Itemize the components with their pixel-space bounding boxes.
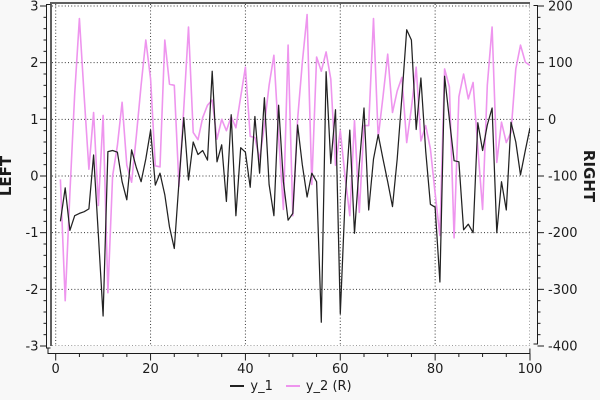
- x-tick-label: 0: [52, 362, 60, 377]
- left-tick-label: -1: [26, 226, 39, 241]
- left-tick-label: -3: [26, 340, 39, 355]
- left-tick-label: 2: [30, 56, 38, 71]
- plot-canvas: [52, 4, 530, 346]
- right-tick-label: -300: [548, 283, 578, 298]
- x-tick-label: 40: [237, 362, 254, 377]
- right-tick-label: 0: [548, 113, 556, 128]
- right-tick-label: 100: [548, 56, 573, 71]
- right-tick-label: -400: [548, 340, 578, 355]
- x-tick-label: 100: [518, 362, 543, 377]
- left-tick-label: 0: [30, 170, 38, 185]
- left-tick-label: 1: [30, 113, 38, 128]
- plot-area: [50, 2, 530, 346]
- legend-label: y_1: [250, 378, 273, 394]
- legend-line-sample: [285, 385, 300, 387]
- legend-item-2: y_2 (R): [285, 378, 352, 394]
- legend-line-sample: [230, 385, 245, 387]
- left-axis-title: LEFT: [0, 155, 15, 196]
- right-tick-label: -100: [548, 170, 578, 185]
- x-tick-label: 60: [332, 362, 349, 377]
- left-tick-label: 3: [30, 0, 38, 15]
- right-axis-spine: [533, 5, 538, 345]
- right-axis-title: RIGHT: [580, 150, 598, 203]
- right-tick-label: -200: [548, 226, 578, 241]
- x-axis-spine: [47, 348, 531, 354]
- legend-item-1: y_1: [230, 378, 273, 394]
- left-tick-label: -2: [26, 283, 39, 298]
- legend-label: y_2 (R): [305, 378, 352, 394]
- x-tick-label: 20: [142, 362, 159, 377]
- right-tick-label: 200: [548, 0, 573, 15]
- x-tick-label: 80: [427, 362, 444, 377]
- series-y1-line: [59, 29, 530, 323]
- legend: y_1 y_2 (R): [52, 377, 530, 395]
